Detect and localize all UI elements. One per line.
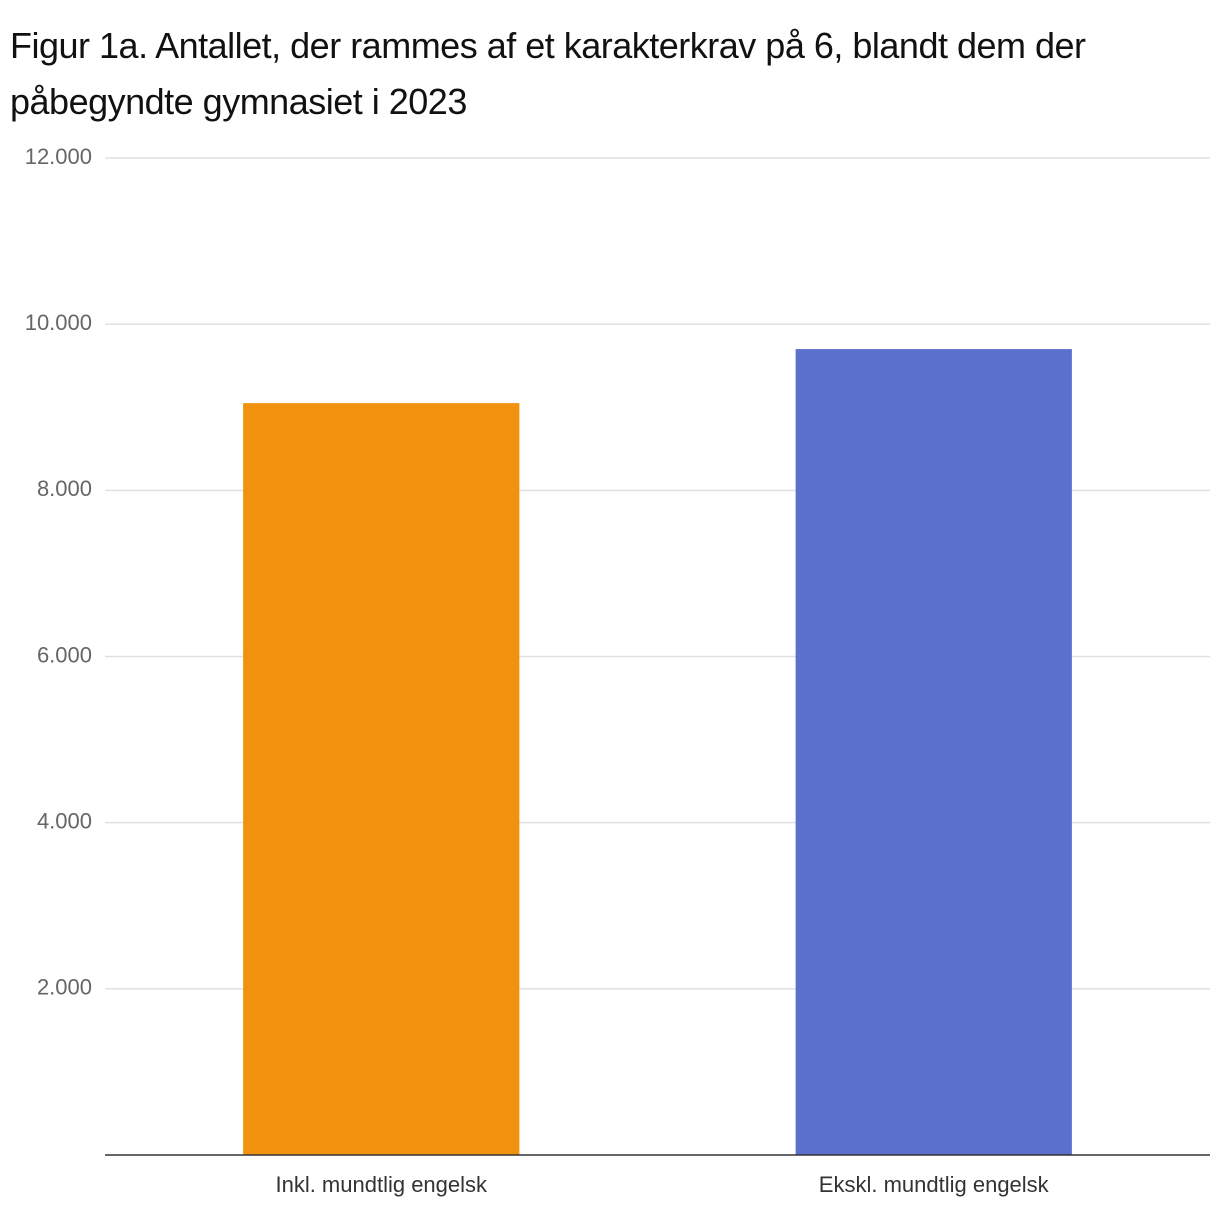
bar bbox=[243, 403, 520, 1155]
x-tick-label: Ekskl. mundtlig engelsk bbox=[819, 1172, 1050, 1197]
x-tick-label: Inkl. mundtlig engelsk bbox=[275, 1172, 488, 1197]
y-tick-label: 6.000 bbox=[37, 642, 92, 667]
y-tick-label: 4.000 bbox=[37, 808, 92, 833]
y-tick-label: 12.000 bbox=[25, 144, 92, 169]
chart-title: Figur 1a. Antallet, der rammes af et kar… bbox=[10, 25, 1086, 122]
y-tick-label: 2.000 bbox=[37, 975, 92, 1000]
y-tick-label: 8.000 bbox=[37, 476, 92, 501]
y-tick-label: 10.000 bbox=[25, 310, 92, 335]
bar bbox=[795, 349, 1072, 1155]
